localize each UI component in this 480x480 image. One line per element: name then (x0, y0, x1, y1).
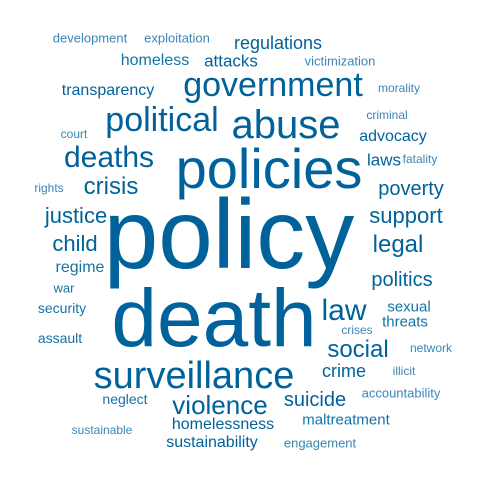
word-illicit: illicit (392, 364, 416, 378)
word-policy: policy (103, 179, 355, 289)
word-court: court (60, 127, 88, 141)
word-development: development (52, 30, 128, 46)
word-government: government (183, 66, 363, 104)
word-security: security (37, 300, 87, 316)
word-politics: politics (371, 269, 433, 291)
word-surveillance: surveillance (93, 355, 295, 397)
word-suicide: suicide (283, 389, 347, 411)
word-death: death (111, 273, 317, 364)
word-justice: justice (44, 203, 108, 228)
word-poverty: poverty (378, 178, 444, 200)
word-legal: legal (372, 231, 424, 258)
word-attacks: attacks (204, 51, 258, 71)
word-transparency: transparency (61, 82, 155, 99)
word-law: law (321, 294, 367, 327)
word-homelessness: homelessness (171, 416, 275, 433)
word-regulations: regulations (233, 33, 323, 53)
word-network: network (409, 341, 453, 355)
word-support: support (369, 203, 443, 228)
word-laws: laws (366, 150, 402, 170)
word-threats: threats (382, 313, 428, 331)
word-maltreatment: maltreatment (302, 411, 390, 429)
word-policies: policies (175, 137, 363, 200)
word-criminal: criminal (366, 108, 408, 122)
word-child: child (52, 231, 98, 256)
word-exploitation: exploitation (144, 30, 210, 46)
word-regime: regime (55, 259, 105, 276)
word-sexual: sexual (387, 298, 431, 316)
word-victimization: victimization (304, 53, 376, 69)
word-war: war (53, 280, 75, 296)
word-social: social (327, 336, 389, 363)
word-morality: morality (377, 81, 421, 95)
word-crises: crises (341, 323, 373, 337)
word-assault: assault (37, 330, 83, 346)
word-sustainability: sustainability (166, 434, 258, 451)
word-crime: crime (322, 361, 366, 381)
word-deaths: deaths (63, 141, 155, 174)
word-fatality: fatality (402, 152, 438, 166)
word-neglect: neglect (102, 391, 148, 407)
word-engagement: engagement (283, 435, 357, 451)
word-sustainable: sustainable (71, 423, 133, 437)
word-rights: rights (34, 181, 64, 195)
word-violence: violence (172, 390, 268, 420)
word-political: political (105, 101, 219, 139)
word-abuse: abuse (231, 103, 341, 147)
word-crisis: crisis (83, 173, 139, 200)
word-homeless: homeless (120, 52, 190, 69)
word-advocacy: advocacy (359, 128, 427, 145)
word-accountability: accountability (361, 385, 441, 401)
